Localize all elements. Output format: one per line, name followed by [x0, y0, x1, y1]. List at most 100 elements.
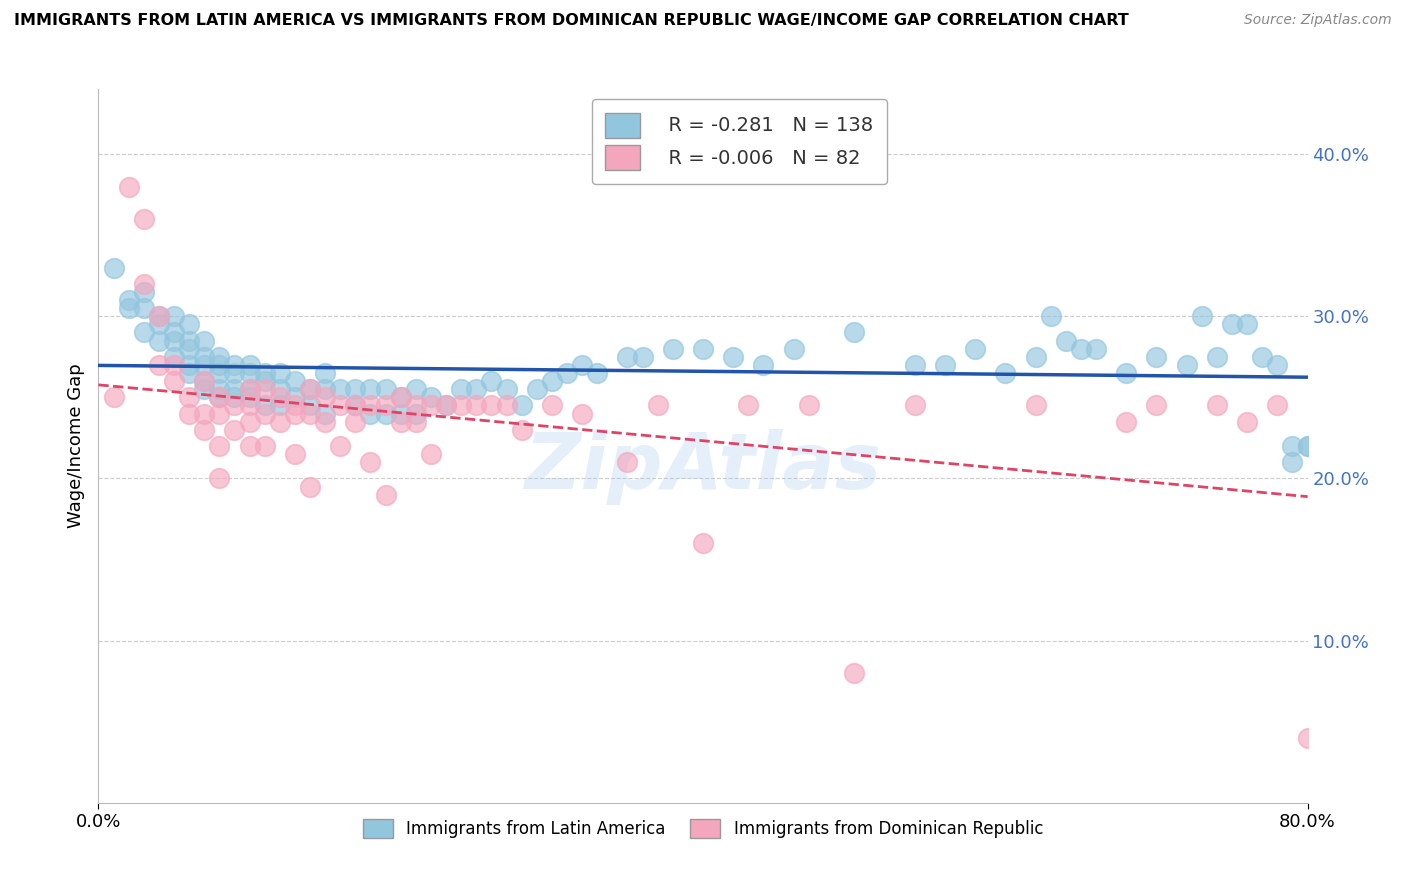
Point — [224, 366, 246, 380]
Point — [737, 399, 759, 413]
Point — [314, 407, 336, 421]
Point — [661, 342, 683, 356]
Point — [1191, 310, 1213, 324]
Point — [450, 382, 472, 396]
Point — [163, 350, 186, 364]
Point — [420, 399, 443, 413]
Point — [269, 366, 291, 380]
Point — [179, 342, 201, 356]
Point — [224, 423, 246, 437]
Point — [1281, 455, 1303, 469]
Point — [224, 399, 246, 413]
Point — [1144, 350, 1167, 364]
Point — [405, 399, 427, 413]
Point — [420, 390, 443, 404]
Point — [148, 310, 170, 324]
Text: Source: ZipAtlas.com: Source: ZipAtlas.com — [1244, 13, 1392, 28]
Point — [465, 382, 488, 396]
Text: ZipAtlas: ZipAtlas — [524, 429, 882, 506]
Point — [752, 358, 775, 372]
Point — [1236, 415, 1258, 429]
Point — [434, 399, 457, 413]
Point — [148, 358, 170, 372]
Point — [1251, 350, 1274, 364]
Point — [1144, 399, 1167, 413]
Point — [132, 277, 155, 291]
Point — [1220, 318, 1243, 332]
Point — [284, 407, 307, 421]
Point — [329, 439, 352, 453]
Point — [374, 399, 396, 413]
Point — [540, 399, 562, 413]
Point — [132, 285, 155, 299]
Point — [269, 399, 291, 413]
Point — [526, 382, 548, 396]
Point — [239, 382, 262, 396]
Point — [1054, 334, 1077, 348]
Point — [374, 407, 396, 421]
Point — [1206, 350, 1229, 364]
Point — [329, 399, 352, 413]
Point — [193, 358, 215, 372]
Point — [163, 310, 186, 324]
Point — [193, 374, 215, 388]
Point — [344, 415, 367, 429]
Point — [224, 358, 246, 372]
Point — [844, 666, 866, 681]
Point — [495, 382, 517, 396]
Point — [179, 358, 201, 372]
Y-axis label: Wage/Income Gap: Wage/Income Gap — [66, 364, 84, 528]
Point — [239, 366, 262, 380]
Point — [179, 390, 201, 404]
Point — [103, 390, 125, 404]
Point — [495, 399, 517, 413]
Point — [994, 366, 1017, 380]
Point — [179, 334, 201, 348]
Point — [193, 407, 215, 421]
Point — [1206, 399, 1229, 413]
Point — [420, 447, 443, 461]
Point — [631, 350, 654, 364]
Point — [208, 350, 231, 364]
Point — [253, 399, 276, 413]
Point — [450, 399, 472, 413]
Point — [510, 399, 533, 413]
Point — [299, 479, 322, 493]
Point — [360, 455, 382, 469]
Point — [571, 358, 593, 372]
Point — [586, 366, 609, 380]
Point — [299, 399, 322, 413]
Point — [284, 390, 307, 404]
Point — [571, 407, 593, 421]
Point — [208, 439, 231, 453]
Point — [299, 382, 322, 396]
Point — [118, 301, 141, 315]
Point — [284, 374, 307, 388]
Point — [269, 390, 291, 404]
Point — [179, 407, 201, 421]
Point — [284, 399, 307, 413]
Point — [1085, 342, 1108, 356]
Point — [1115, 415, 1137, 429]
Point — [118, 179, 141, 194]
Point — [208, 471, 231, 485]
Point — [314, 366, 336, 380]
Point — [284, 447, 307, 461]
Point — [253, 366, 276, 380]
Point — [647, 399, 669, 413]
Point — [965, 342, 987, 356]
Point — [360, 399, 382, 413]
Point — [797, 399, 820, 413]
Point — [904, 399, 927, 413]
Point — [239, 439, 262, 453]
Point — [344, 399, 367, 413]
Point — [163, 334, 186, 348]
Point — [616, 455, 638, 469]
Point — [360, 407, 382, 421]
Point — [208, 382, 231, 396]
Point — [269, 382, 291, 396]
Point — [269, 415, 291, 429]
Point — [374, 488, 396, 502]
Point — [723, 350, 745, 364]
Point — [360, 382, 382, 396]
